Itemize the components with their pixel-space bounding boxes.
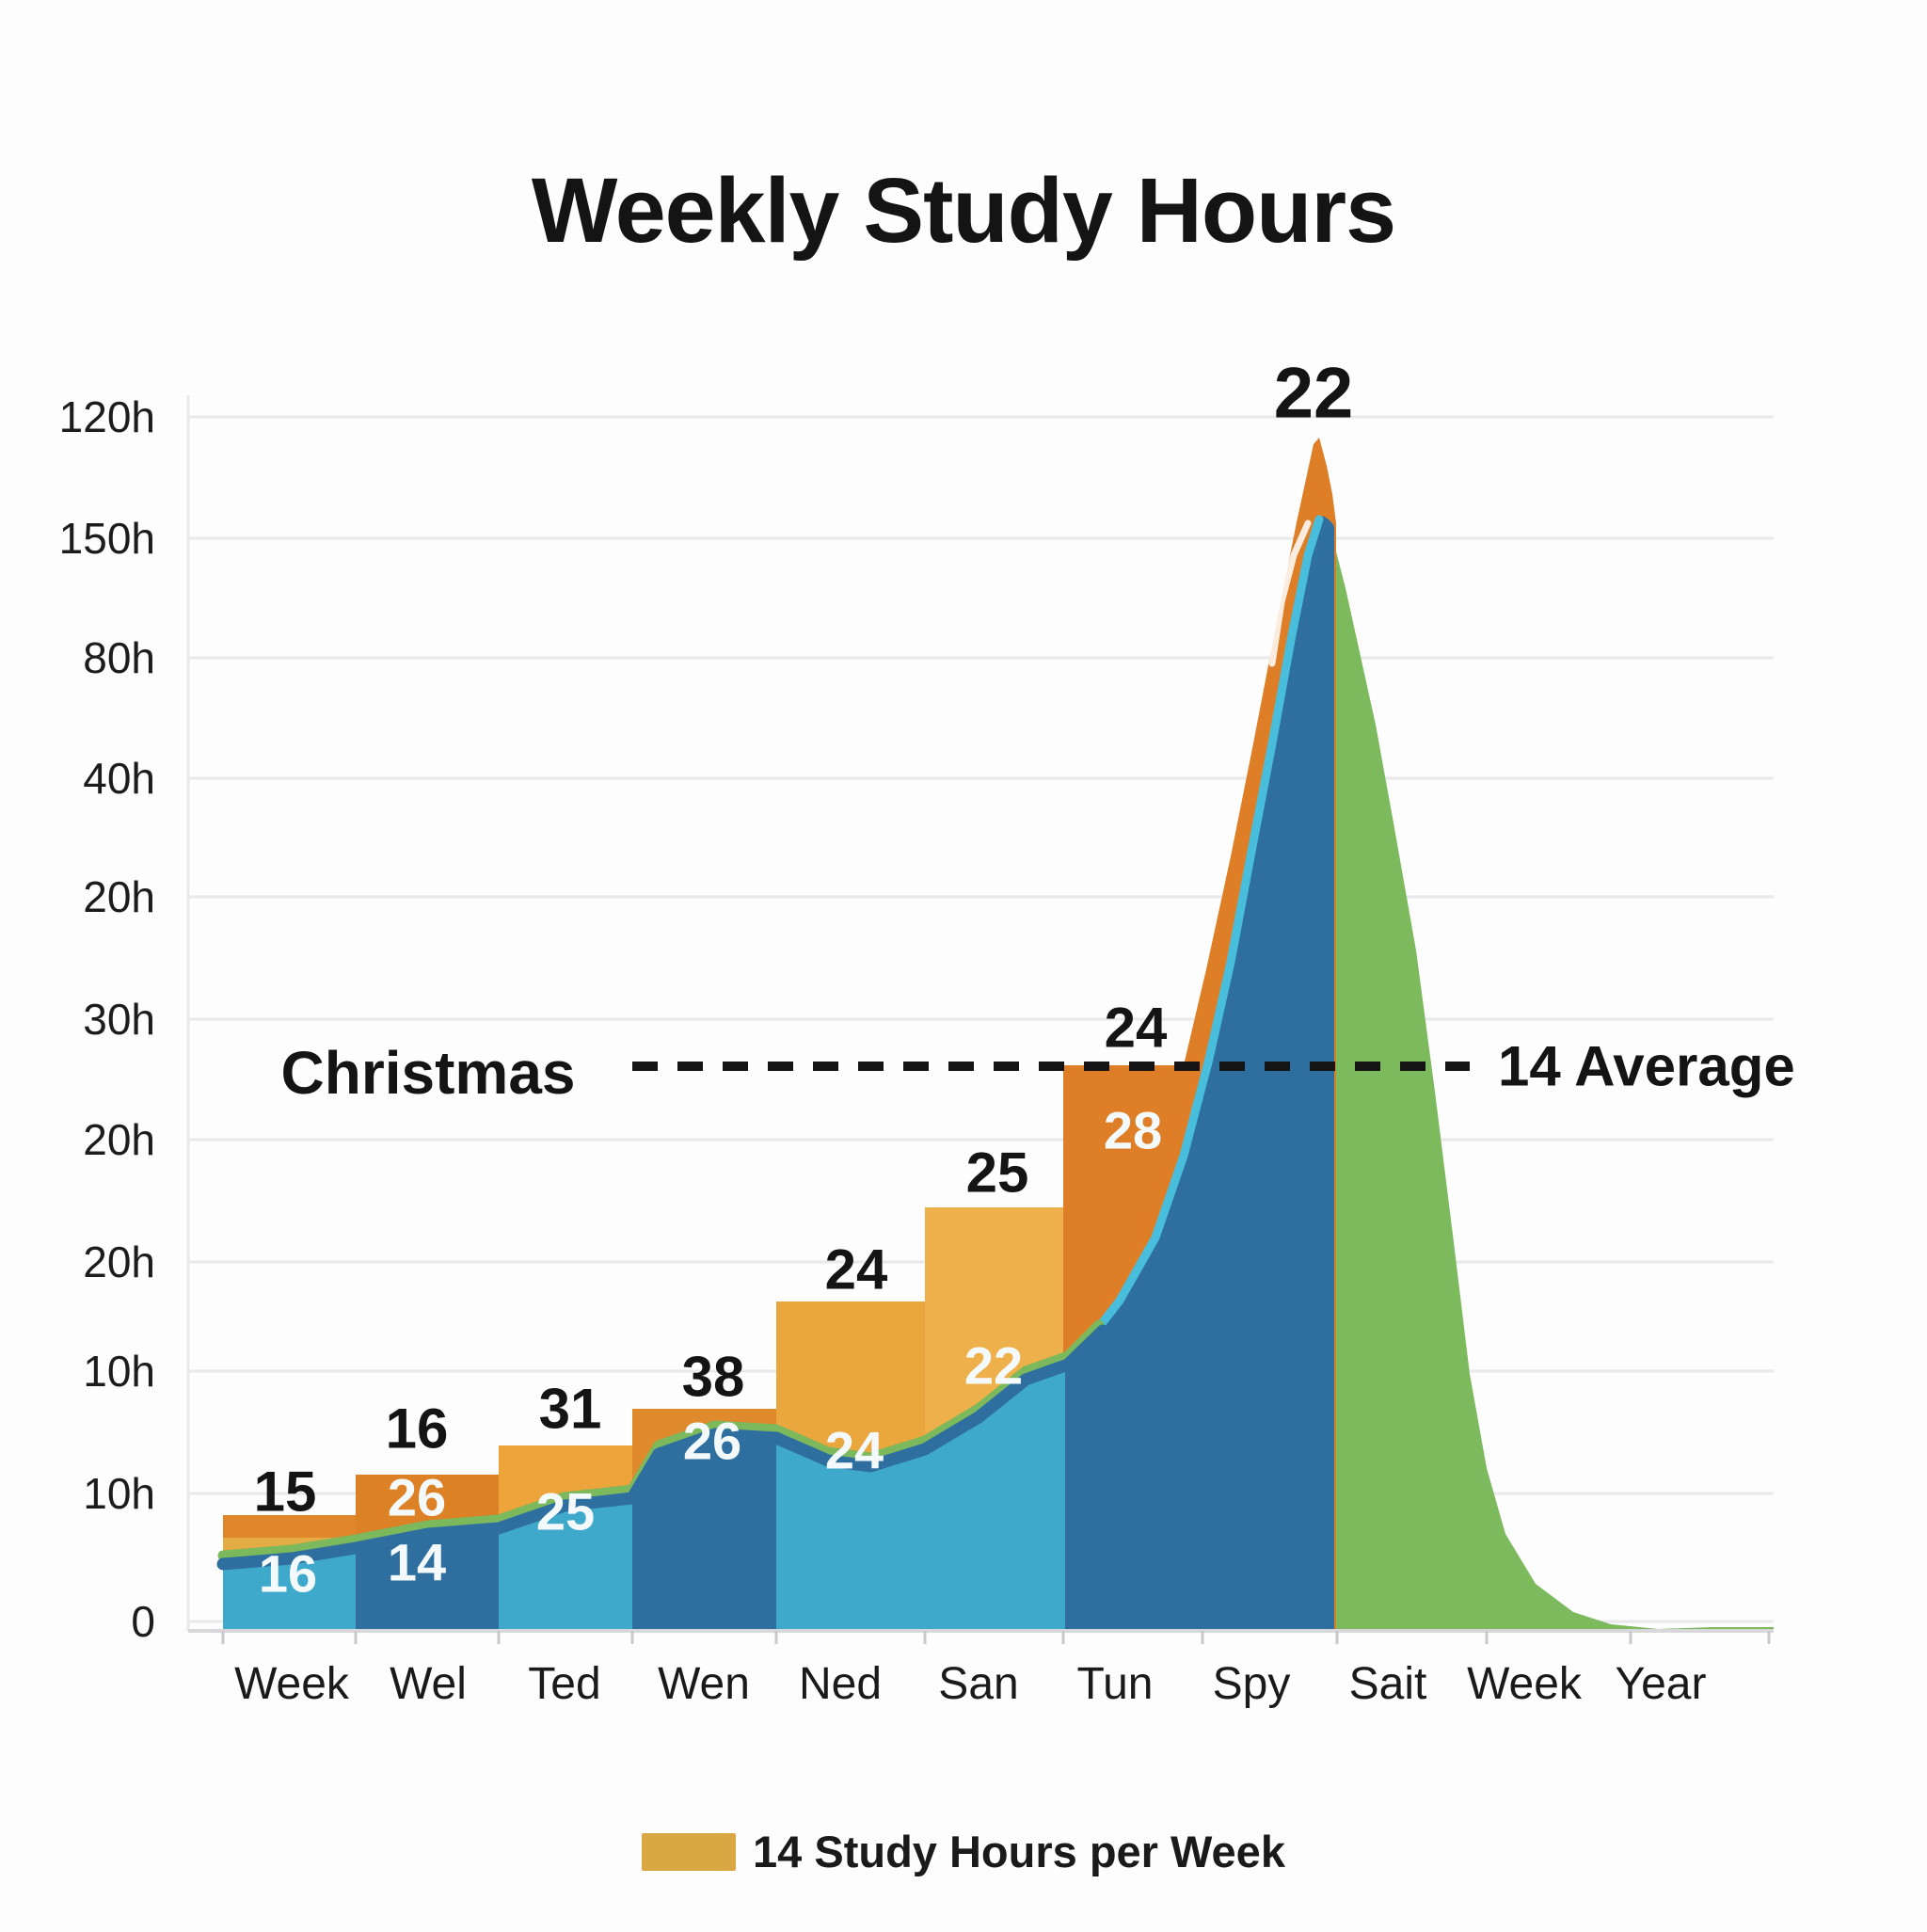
x-tick-label: Wel: [390, 1659, 467, 1709]
value-above-wel: 16: [386, 1397, 449, 1461]
y-tick-label: 20h: [83, 872, 155, 921]
green-area: [1329, 522, 1774, 1629]
area-week: [223, 1548, 356, 1629]
area-ted: [499, 1498, 632, 1629]
y-tick-label: 10h: [83, 1469, 155, 1518]
x-tick-label: Sait: [1349, 1659, 1427, 1709]
value-above-ned: 24: [825, 1238, 888, 1301]
y-tick-label: 40h: [83, 754, 155, 803]
y-tick-label: 0: [131, 1597, 155, 1646]
x-tick-label: Year: [1616, 1659, 1707, 1709]
cyan-flank-line: [1075, 515, 1324, 1356]
x-tick-label: Ned: [799, 1659, 882, 1709]
average-annotation: 14 Average: [1498, 1035, 1795, 1098]
value-inside-tun: 28: [1104, 1101, 1162, 1160]
x-tick-label: Ted: [528, 1659, 600, 1709]
value-inside-wel-2: 14: [388, 1533, 446, 1592]
y-tick-label: 120h: [59, 392, 155, 441]
y-tick-label: 150h: [59, 514, 155, 563]
legend-label: 14 Study Hours per Week: [753, 1827, 1285, 1876]
white-highlight: [1268, 519, 1312, 667]
value-above-ted: 31: [539, 1378, 602, 1441]
value-inside-week: 16: [259, 1544, 317, 1604]
area-ned: [776, 1438, 925, 1629]
value-above-tun: 24: [1105, 997, 1168, 1060]
x-tick-label: Week: [1467, 1659, 1583, 1709]
boundary-line-blue: [216, 1324, 1109, 1571]
x-tick-label: Week: [234, 1659, 350, 1709]
chart-legend: 14 Study Hours per Week: [0, 1826, 1927, 1877]
x-tick-label: Tun: [1077, 1659, 1154, 1709]
legend-swatch: [642, 1832, 737, 1871]
value-peak: 22: [1274, 354, 1354, 434]
y-tick-label: 20h: [83, 1115, 155, 1164]
value-inside-san: 22: [964, 1336, 1023, 1396]
y-tick-label: 10h: [83, 1347, 155, 1396]
y-tick-label: 80h: [83, 633, 155, 682]
x-tick-label: San: [938, 1659, 1018, 1709]
value-inside-ned: 24: [825, 1421, 884, 1480]
value-inside-wel-1: 26: [388, 1468, 446, 1527]
x-tick-label: Wen: [658, 1659, 750, 1709]
area-wen: [632, 1434, 776, 1629]
area-wel: [356, 1528, 499, 1629]
value-above-wen: 38: [682, 1346, 745, 1409]
christmas-annotation: Christmas: [281, 1039, 576, 1107]
value-inside-wen: 26: [683, 1412, 741, 1471]
value-above-week: 15: [254, 1461, 317, 1524]
boundary-line-green: [217, 1319, 1105, 1561]
value-inside-ted: 25: [536, 1482, 595, 1541]
x-tick-label: Spy: [1213, 1659, 1291, 1709]
page-title: Weekly Study Hours: [531, 159, 1396, 262]
y-tick-label: 20h: [83, 1237, 155, 1286]
value-above-san: 25: [966, 1142, 1029, 1205]
y-tick-label: 30h: [83, 995, 155, 1044]
